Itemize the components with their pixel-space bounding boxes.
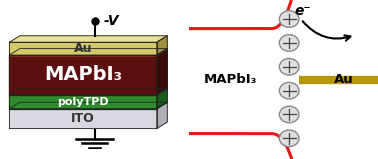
Text: Au: Au [74, 42, 92, 55]
Text: e⁻: e⁻ [294, 4, 311, 18]
Text: polyTPD: polyTPD [57, 97, 109, 107]
Circle shape [279, 106, 299, 123]
Polygon shape [157, 49, 167, 95]
Polygon shape [157, 102, 167, 128]
Text: MAPbI₃: MAPbI₃ [44, 65, 122, 84]
Polygon shape [9, 49, 167, 55]
Text: MAPbI₃: MAPbI₃ [204, 73, 257, 86]
FancyArrowPatch shape [303, 21, 350, 41]
Circle shape [279, 35, 299, 51]
Polygon shape [9, 102, 167, 109]
Circle shape [279, 82, 299, 99]
Polygon shape [157, 88, 167, 109]
Polygon shape [9, 109, 157, 128]
Polygon shape [9, 95, 157, 109]
Circle shape [279, 130, 299, 147]
Text: -V: -V [104, 14, 119, 28]
Text: Au: Au [334, 73, 354, 86]
Polygon shape [9, 36, 167, 42]
Polygon shape [9, 55, 157, 95]
Polygon shape [9, 42, 157, 55]
Polygon shape [157, 36, 167, 55]
Circle shape [279, 11, 299, 27]
Text: ITO: ITO [71, 112, 95, 125]
Circle shape [279, 59, 299, 75]
Polygon shape [9, 88, 167, 95]
